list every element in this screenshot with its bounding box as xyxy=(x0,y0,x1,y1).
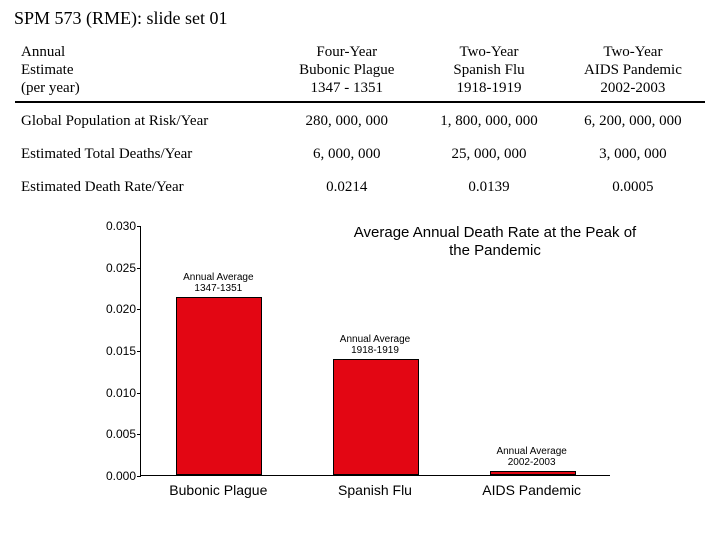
cell: 3, 000, 000 xyxy=(561,136,705,169)
cell: 0.0139 xyxy=(417,169,561,202)
y-tick-label: 0.025 xyxy=(88,261,136,275)
row-label: Estimated Total Deaths/Year xyxy=(15,136,276,169)
row-label: Global Population at Risk/Year xyxy=(15,102,276,136)
cell: 6, 000, 000 xyxy=(276,136,417,169)
cell: 0.0214 xyxy=(276,169,417,202)
bar xyxy=(333,359,419,475)
cell: 280, 000, 000 xyxy=(276,102,417,136)
bar xyxy=(176,297,262,475)
cell: 6, 200, 000, 000 xyxy=(561,102,705,136)
bar-label: Annual Average1918-1919 xyxy=(325,334,425,356)
death-rate-chart: Average Annual Death Rate at the Peak of… xyxy=(80,216,640,516)
cell: 25, 000, 000 xyxy=(417,136,561,169)
y-tick-label: 0.010 xyxy=(88,386,136,400)
bar-label: Annual Average2002-2003 xyxy=(482,446,582,468)
cell: 0.0005 xyxy=(561,169,705,202)
y-tick-label: 0.005 xyxy=(88,427,136,441)
x-category-label: AIDS Pandemic xyxy=(462,482,602,498)
table-row: Estimated Total Deaths/Year 6, 000, 000 … xyxy=(15,136,705,169)
x-category-label: Bubonic Plague xyxy=(148,482,288,498)
x-category-label: Spanish Flu xyxy=(305,482,445,498)
table-row: Global Population at Risk/Year 280, 000,… xyxy=(15,102,705,136)
y-tick-label: 0.000 xyxy=(88,469,136,483)
col-header-1: Four-Year Bubonic Plague 1347 - 1351 xyxy=(276,39,417,102)
pandemic-table: Annual Estimate (per year) Four-Year Bub… xyxy=(15,39,705,202)
bar-label: Annual Average1347-1351 xyxy=(168,272,268,294)
row-label: Estimated Death Rate/Year xyxy=(15,169,276,202)
col-header-3: Two-Year AIDS Pandemic 2002-2003 xyxy=(561,39,705,102)
y-tick-label: 0.030 xyxy=(88,219,136,233)
cell: 1, 800, 000, 000 xyxy=(417,102,561,136)
bar xyxy=(490,471,576,475)
col-header-0: Annual Estimate (per year) xyxy=(15,39,276,102)
y-tick-label: 0.015 xyxy=(88,344,136,358)
table-row: Estimated Death Rate/Year 0.0214 0.0139 … xyxy=(15,169,705,202)
y-tick-label: 0.020 xyxy=(88,302,136,316)
slide-header: SPM 573 (RME): slide set 01 xyxy=(14,8,706,29)
col-header-2: Two-Year Spanish Flu 1918-1919 xyxy=(417,39,561,102)
